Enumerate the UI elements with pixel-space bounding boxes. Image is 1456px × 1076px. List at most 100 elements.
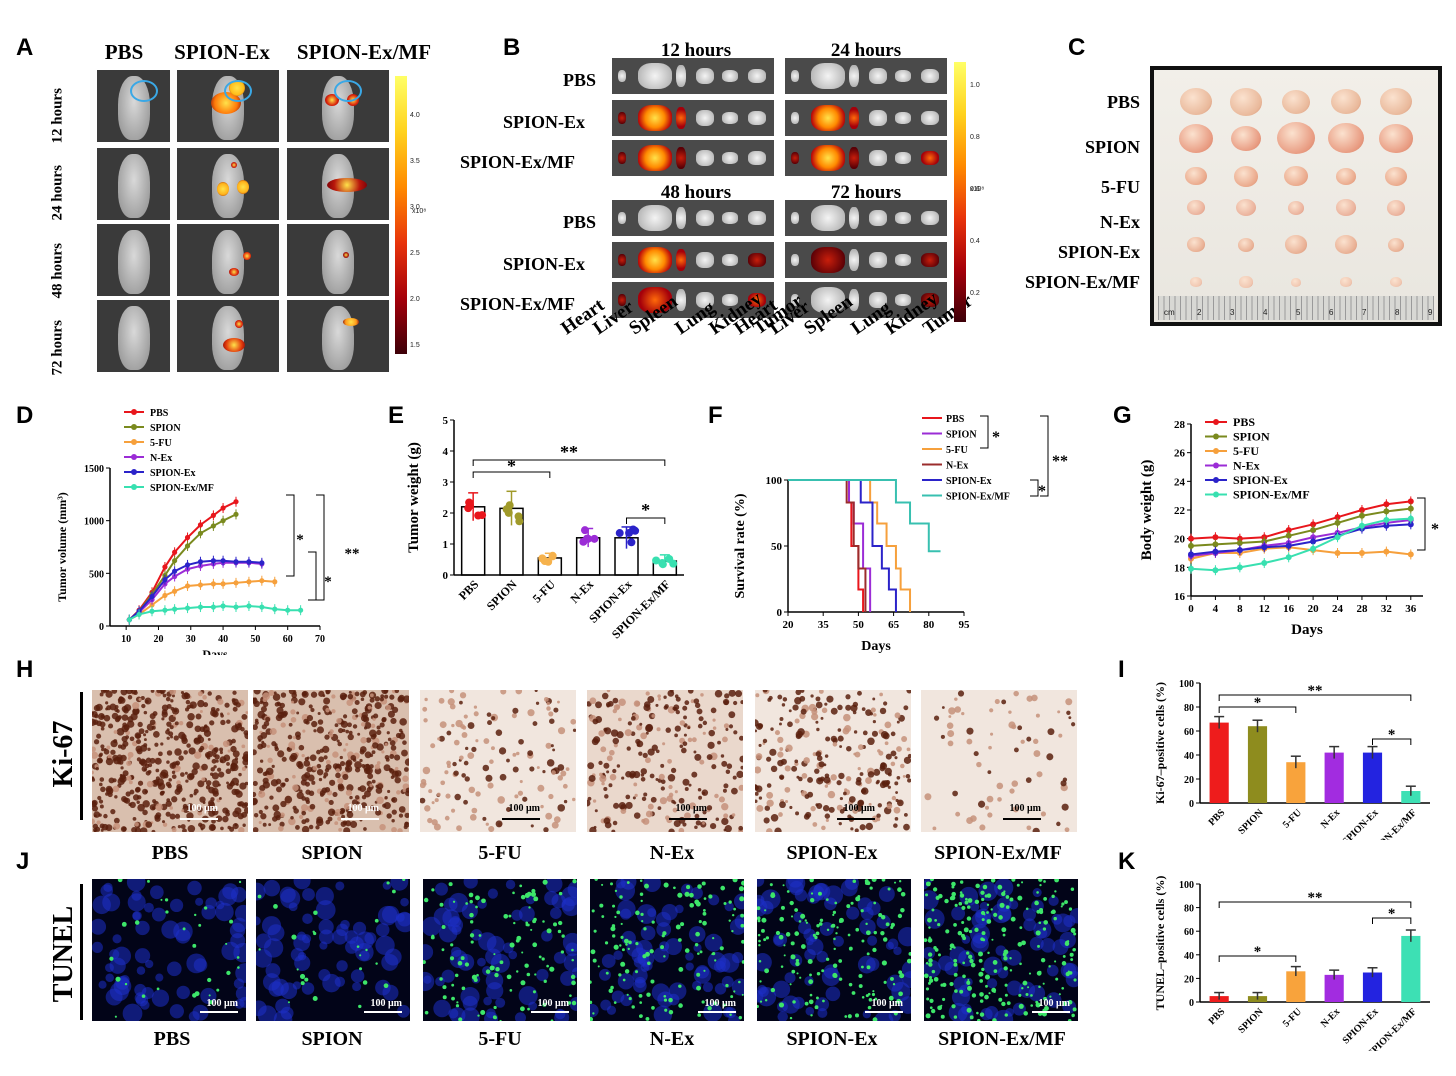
row-label-12h: 12 hours — [49, 88, 66, 144]
tunel-positive — [1058, 993, 1061, 996]
tunel-positive — [795, 961, 800, 967]
tunel-positive — [663, 882, 669, 888]
nucleus — [231, 738, 236, 744]
tunel-positive — [635, 942, 639, 946]
nucleus — [108, 723, 114, 729]
data-point — [210, 558, 216, 564]
nucleus — [947, 730, 955, 738]
dapi-nucleus — [215, 900, 225, 910]
tunel-positive — [869, 886, 873, 890]
data-point — [1334, 550, 1341, 556]
dapi-nucleus — [997, 907, 1012, 922]
legend-marker — [131, 439, 137, 445]
nucleus — [712, 718, 716, 722]
nucleus — [201, 777, 206, 782]
tunel-positive — [944, 898, 949, 904]
nucleus — [438, 735, 445, 742]
nucleus — [162, 693, 167, 698]
nucleus — [403, 767, 409, 772]
tunel-positive — [812, 933, 816, 937]
organ-lung — [696, 110, 714, 126]
tunel-positive — [639, 1014, 643, 1018]
tunel-positive — [194, 991, 200, 997]
nucleus — [1013, 690, 1019, 697]
nucleus — [290, 709, 296, 715]
nucleus — [615, 704, 621, 710]
tunel-positive — [313, 931, 317, 936]
nucleus — [434, 798, 439, 803]
nucleus — [245, 711, 248, 714]
tunel-positive — [1043, 897, 1047, 901]
nucleus — [361, 794, 367, 800]
tunel-positive — [815, 931, 820, 936]
dapi-nucleus — [122, 1003, 143, 1021]
dapi-nucleus — [599, 968, 611, 981]
data-point — [162, 564, 168, 570]
nucleus — [536, 766, 540, 770]
dapi-nucleus — [200, 987, 217, 1004]
x-tick-label: 70 — [315, 634, 325, 645]
dapi-nucleus — [279, 886, 296, 903]
nucleus — [361, 764, 366, 768]
nucleus — [711, 764, 717, 770]
nucleus — [269, 727, 277, 735]
tunel-positive — [626, 881, 630, 884]
dapi-nucleus — [685, 962, 694, 971]
bracket — [1218, 901, 1412, 908]
nucleus — [253, 813, 259, 818]
tunel-positive — [495, 967, 500, 972]
tunel-positive — [570, 974, 576, 980]
nucleus — [318, 756, 325, 763]
nucleus — [845, 776, 852, 782]
tunel-positive — [374, 918, 379, 923]
organ-spleen — [676, 147, 686, 169]
data-point — [246, 559, 252, 565]
nucleus — [532, 721, 538, 727]
nucleus — [1011, 780, 1019, 787]
tunel-positive — [782, 884, 785, 887]
nucleus — [678, 797, 685, 804]
nucleus — [720, 754, 725, 758]
nucleus — [161, 820, 166, 824]
nucleus — [184, 771, 188, 775]
nucleus — [335, 768, 340, 773]
ihc-nuclei — [420, 690, 576, 832]
nucleus — [446, 764, 451, 769]
nucleus — [702, 810, 707, 815]
dapi-nucleus — [235, 904, 246, 922]
nucleus — [827, 790, 836, 799]
tunel-positive — [933, 946, 937, 950]
nucleus — [331, 694, 336, 699]
nucleus — [893, 823, 898, 828]
tunel-positive — [986, 903, 990, 907]
nucleus — [489, 759, 494, 764]
nucleus — [404, 821, 409, 828]
nucleus — [93, 739, 100, 745]
nucleus — [465, 746, 469, 751]
nucleus — [649, 773, 655, 779]
category-label: 5-FU — [530, 577, 559, 606]
tunel-positive — [908, 951, 911, 956]
tunel-positive — [874, 997, 878, 1001]
dapi-nucleus — [757, 894, 765, 907]
fluorescence-signal — [223, 338, 245, 352]
tunel-positive — [626, 993, 629, 996]
nucleus — [570, 718, 576, 725]
nucleus — [382, 803, 387, 808]
tunel-positive — [978, 958, 983, 963]
scale-bar — [865, 1011, 903, 1013]
tunel-positive — [871, 879, 877, 882]
nucleus — [954, 697, 958, 701]
nucleus — [1064, 827, 1070, 832]
dapi-nucleus — [390, 879, 409, 891]
nucleus — [383, 802, 391, 810]
nucleus — [391, 819, 395, 823]
dapi-nucleus — [1029, 936, 1044, 951]
data-point — [172, 606, 178, 612]
nucleus — [394, 754, 401, 761]
nucleus — [668, 828, 675, 832]
nucleus — [298, 744, 305, 751]
tunel-positive — [506, 974, 512, 980]
tunel-positive — [605, 971, 609, 975]
nucleus — [202, 801, 206, 805]
